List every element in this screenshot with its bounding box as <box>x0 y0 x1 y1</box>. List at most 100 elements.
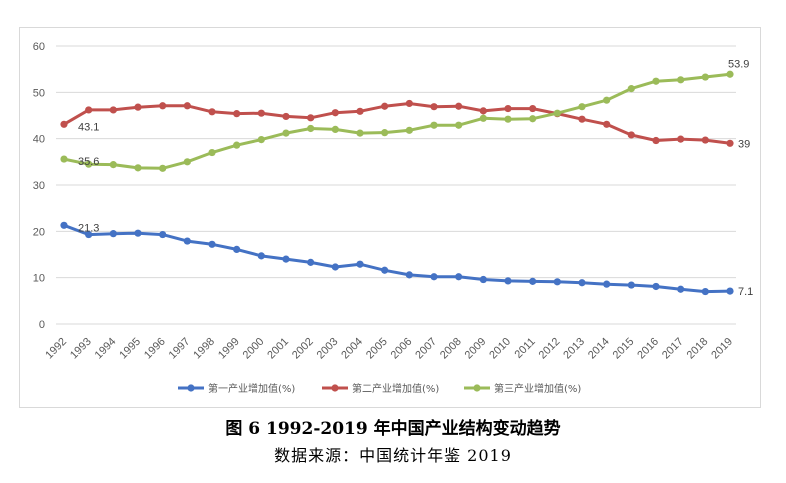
data-point <box>183 158 191 166</box>
x-tick-label: 2013 <box>561 336 587 362</box>
data-point <box>455 121 463 129</box>
data-label: 21.3 <box>78 222 99 234</box>
data-point <box>701 136 709 144</box>
x-tick-label: 2019 <box>709 336 735 362</box>
data-point <box>381 129 389 137</box>
data-point <box>430 121 438 129</box>
y-tick-label: 0 <box>39 319 45 331</box>
data-point <box>529 277 537 285</box>
legend-label: 第三产业增加值(%) <box>494 382 581 395</box>
data-point <box>627 131 635 139</box>
data-point <box>677 76 685 84</box>
y-tick-label: 10 <box>33 273 45 285</box>
data-point <box>356 107 364 115</box>
x-tick-label: 1996 <box>142 336 168 362</box>
y-tick-label: 40 <box>33 134 45 146</box>
data-point <box>134 103 142 111</box>
data-point <box>233 141 241 149</box>
legend-marker <box>473 384 481 392</box>
x-tick-label: 2011 <box>513 336 538 361</box>
x-tick-label: 2009 <box>463 336 489 362</box>
data-point <box>405 271 413 279</box>
data-point <box>307 124 315 133</box>
data-point <box>60 221 68 229</box>
data-point <box>553 109 561 117</box>
y-tick-label: 20 <box>33 226 45 238</box>
data-point <box>627 281 635 289</box>
data-point <box>701 287 709 296</box>
gridlines <box>56 45 736 325</box>
x-tick-label: 2016 <box>635 336 661 362</box>
data-point <box>159 102 167 110</box>
data-point <box>455 273 463 281</box>
data-point <box>504 115 512 123</box>
data-point <box>60 155 68 163</box>
data-point <box>257 109 265 117</box>
x-tick-label: 2017 <box>660 336 686 362</box>
figure-title: 图 6 1992-2019 年中国产业结构变动趋势 <box>225 419 561 439</box>
y-axis: 0 10 20 30 40 50 60 <box>33 41 45 331</box>
data-point <box>455 102 463 110</box>
data-point <box>529 115 537 123</box>
x-tick-label: 2001 <box>265 336 291 362</box>
data-point <box>257 252 265 260</box>
x-tick-label: 1995 <box>117 336 143 362</box>
x-tick-label: 2000 <box>241 336 267 362</box>
data-point <box>479 114 487 122</box>
x-tick-label: 2007 <box>413 336 439 362</box>
series-line <box>63 102 731 145</box>
data-point <box>381 266 389 274</box>
chart-area: 0 10 20 30 40 50 60 1992 1993 1994 1995 1996 1997 19… <box>19 27 761 408</box>
data-point <box>405 126 413 134</box>
x-tick-label: 2006 <box>389 336 415 362</box>
data-point <box>331 263 339 271</box>
legend-label: 第一产业增加值(%) <box>208 382 295 395</box>
data-point <box>603 280 611 288</box>
data-point <box>726 139 734 147</box>
x-tick-label: 2002 <box>290 336 316 362</box>
data-point <box>553 278 561 286</box>
data-point <box>677 285 685 293</box>
data-point <box>134 164 142 172</box>
data-point <box>701 73 709 81</box>
data-point <box>257 135 265 144</box>
data-point <box>504 277 512 285</box>
data-point <box>652 282 660 291</box>
x-tick-label: 2015 <box>611 336 637 362</box>
legend: 第一产业增加值(%) 第二产业增加值(%) 第三产业增加值(%) <box>178 382 581 395</box>
data-point <box>159 230 167 239</box>
x-tick-label: 1997 <box>167 336 193 362</box>
data-point <box>430 273 438 281</box>
series-line <box>63 223 731 294</box>
data-point <box>208 108 216 116</box>
data-point <box>405 99 413 108</box>
data-point <box>109 106 117 114</box>
data-point <box>85 160 93 168</box>
y-tick-label: 60 <box>33 41 45 53</box>
data-point <box>652 77 660 85</box>
legend-marker <box>331 384 339 392</box>
x-tick-label: 1993 <box>68 336 94 362</box>
data-point <box>282 255 290 263</box>
data-point <box>479 107 487 115</box>
y-tick-label: 50 <box>33 87 45 99</box>
data-point <box>603 96 611 104</box>
data-point <box>529 104 537 113</box>
y-tick-label: 30 <box>33 180 45 192</box>
x-tick-label: 2018 <box>685 336 711 362</box>
x-tick-label: 2012 <box>537 336 563 362</box>
data-point <box>233 110 241 118</box>
data-point <box>578 103 586 111</box>
x-tick-label: 1998 <box>191 336 217 362</box>
data-point <box>677 135 685 143</box>
data-point <box>726 70 734 78</box>
x-tick-label: 2014 <box>586 336 612 362</box>
data-point <box>208 240 216 248</box>
data-point <box>208 148 216 157</box>
data-point <box>627 85 635 93</box>
data-point <box>60 120 68 128</box>
x-tick-label: 2004 <box>339 336 365 362</box>
data-point <box>85 106 93 114</box>
x-tick-label: 2005 <box>364 336 390 362</box>
data-label: 53.9 <box>728 58 749 70</box>
